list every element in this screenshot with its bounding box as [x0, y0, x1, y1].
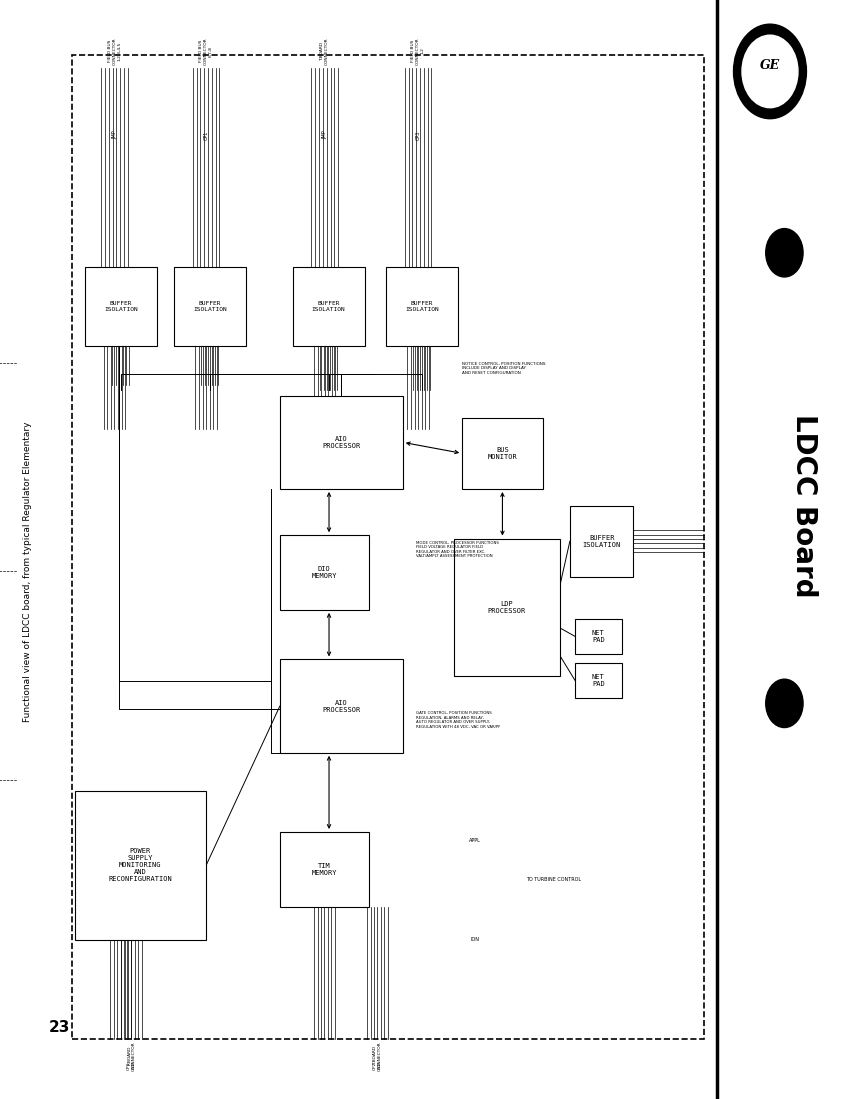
Bar — [280, 832, 369, 907]
Bar — [570, 506, 633, 577]
Bar — [462, 418, 543, 489]
Bar — [280, 396, 403, 489]
Bar — [293, 267, 365, 346]
Bar — [280, 535, 369, 610]
Text: NET
PAD: NET PAD — [592, 630, 605, 643]
Text: CP2
GND: CP2 GND — [373, 1062, 382, 1070]
Circle shape — [766, 679, 803, 728]
Text: FIELD BUS
CONNECTOR
1,2: FIELD BUS CONNECTOR 1,2 — [411, 37, 425, 65]
Text: APPL: APPL — [469, 839, 481, 843]
Bar — [72, 55, 704, 1039]
Text: TIM
MEMORY: TIM MEMORY — [311, 863, 338, 876]
Circle shape — [766, 229, 803, 277]
Text: ION: ION — [471, 937, 479, 942]
Text: T-BOARD
CONNECTOR: T-BOARD CONNECTOR — [321, 37, 329, 65]
Text: LDP
PROCESSOR: LDP PROCESSOR — [488, 601, 526, 613]
Bar — [454, 539, 560, 676]
Text: NET
PAD: NET PAD — [592, 674, 605, 687]
Text: FIELD BUS
CONNECTOR
1,2,3,4,5: FIELD BUS CONNECTOR 1,2,3,4,5 — [108, 37, 121, 65]
Bar — [280, 659, 403, 753]
Text: MODE CONTROL, PROCESSOR FUNCTIONS
FIELD VOLTAGE REGULATOR FIELD
REGULATOR AND OV: MODE CONTROL, PROCESSOR FUNCTIONS FIELD … — [416, 541, 499, 558]
Text: FIELD BUS
CONNECTOR
6,7,8: FIELD BUS CONNECTOR 6,7,8 — [199, 37, 213, 65]
Bar — [174, 267, 246, 346]
Text: LDCC Board: LDCC Board — [789, 413, 818, 598]
Text: TO TURBINE CONTROL: TO TURBINE CONTROL — [526, 877, 581, 881]
Text: 23: 23 — [48, 1020, 70, 1035]
Bar — [75, 791, 206, 940]
Text: P-BOARD
CONNECTOR: P-BOARD CONNECTOR — [127, 1042, 136, 1069]
Text: AIO
PROCESSOR: AIO PROCESSOR — [322, 700, 360, 712]
Circle shape — [734, 24, 806, 119]
Text: T-BOARD
CONNECTOR: T-BOARD CONNECTOR — [373, 1042, 382, 1069]
Text: BUS
MONITOR: BUS MONITOR — [488, 447, 517, 459]
Text: CP1: CP1 — [204, 131, 209, 140]
Text: BUFFER
ISOLATION: BUFFER ISOLATION — [312, 301, 345, 312]
Text: BUFFER
ISOLATION: BUFFER ISOLATION — [583, 535, 621, 547]
Text: AIO
PROCESSOR: AIO PROCESSOR — [322, 436, 360, 448]
Text: CP3: CP3 — [416, 131, 421, 140]
Text: BUFFER
ISOLATION: BUFFER ISOLATION — [405, 301, 438, 312]
Text: BUFFER
ISOLATION: BUFFER ISOLATION — [193, 301, 226, 312]
Text: GE: GE — [760, 59, 780, 73]
Text: JMP: JMP — [322, 131, 327, 140]
Bar — [386, 267, 458, 346]
Text: GATE CONTROL, POSITION FUNCTIONS
REGULATION, ALARMS AND RELAY,
AUTO REGULATOR AN: GATE CONTROL, POSITION FUNCTIONS REGULAT… — [416, 711, 500, 729]
Text: POWER
SUPPLY
MONITORING
AND
RECONFIGURATION: POWER SUPPLY MONITORING AND RECONFIGURAT… — [109, 848, 172, 882]
Text: BUFFER
ISOLATION: BUFFER ISOLATION — [104, 301, 137, 312]
Circle shape — [742, 35, 798, 108]
Text: NOTICE CONTROL, POSITION FUNCTIONS
INCLUDE DISPLAY AND DISPLAY
AND RESET CONFIGU: NOTICE CONTROL, POSITION FUNCTIONS INCLU… — [462, 362, 545, 375]
Bar — [85, 267, 157, 346]
Text: JMP: JMP — [112, 131, 117, 140]
Bar — [575, 619, 622, 654]
Bar — [575, 663, 622, 698]
Text: Functional view of LDCC board, from typical Regulator Elementary: Functional view of LDCC board, from typi… — [23, 421, 31, 722]
Text: CP1
GND: CP1 GND — [127, 1062, 136, 1070]
Text: DIO
MEMORY: DIO MEMORY — [311, 566, 338, 579]
